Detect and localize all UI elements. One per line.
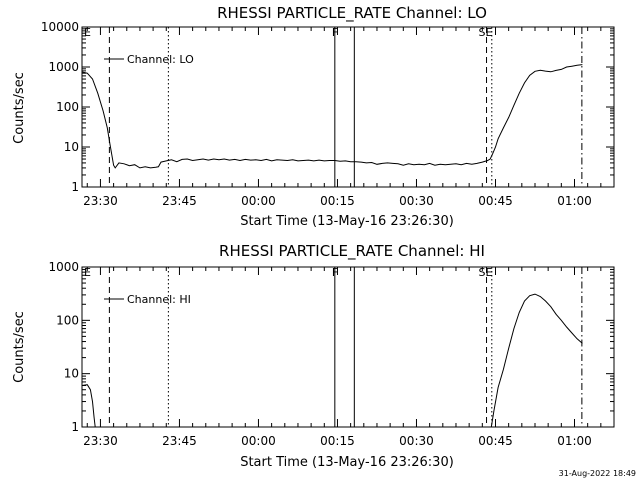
y-tick-label: 100 [56,100,79,114]
y-axis-label: Counts/sec [12,311,27,383]
timestamp: 31-Aug-2022 18:49 [559,469,636,478]
x-tick-label: 00:00 [241,194,276,208]
x-tick-label: 00:15 [320,434,355,448]
event-marker-label: F [332,266,338,279]
event-marker-label: E [84,26,91,39]
x-tick-label: 23:30 [83,194,118,208]
x-tick-label: 01:00 [557,194,592,208]
y-tick-label: 100 [56,313,79,327]
data-series-line [81,64,583,169]
x-tick-label: 23:45 [162,194,197,208]
event-marker-label: SE [479,266,493,279]
data-series-line [81,384,96,428]
x-tick-label: 00:15 [320,194,355,208]
x-tick-label: 01:00 [557,434,592,448]
data-series-line [490,293,583,428]
y-tick-label: 10 [64,140,79,154]
chart-title: RHESSI PARTICLE_RATE Channel: LO [217,4,487,23]
x-axis-label: Start Time (13-May-16 23:26:30) [240,214,454,229]
x-tick-label: 00:00 [241,434,276,448]
y-tick-label: 1000 [48,60,79,74]
x-axis-label: Start Time (13-May-16 23:26:30) [240,455,454,470]
y-tick-label: 10 [64,367,79,381]
chart-title: RHESSI PARTICLE_RATE Channel: HI [219,242,485,261]
event-marker-label: SE [479,26,493,39]
y-tick-label: 1 [71,180,79,194]
legend-label: Channel: LO [127,53,194,66]
y-tick-label: 10000 [41,20,79,34]
x-tick-label: 00:30 [399,434,434,448]
legend-label: Channel: HI [127,293,191,306]
y-tick-label: 1 [71,420,79,434]
event-marker-label: E [84,266,91,279]
x-tick-label: 23:30 [83,434,118,448]
plot-area: 1 10 100 1000 10000 23:30 23:45 00:00 00:15 00:30… [41,20,615,208]
x-tick-label: 23:45 [162,434,197,448]
x-tick-label: 00:45 [478,434,513,448]
plot-area: 1 10 100 1000 23:30 23:45 00:00 00:15 00:30 00:45… [48,260,615,448]
plot-frame [81,266,615,428]
chart-panel-hi: RHESSI PARTICLE_RATE Channel: HI Start T… [12,242,615,470]
event-marker-label: F [332,26,338,39]
y-tick-label: 1000 [48,260,79,274]
y-axis-label: Counts/sec [12,72,27,144]
chart-panel-lo: RHESSI PARTICLE_RATE Channel: LO Start T… [12,4,615,229]
x-tick-label: 00:30 [399,194,434,208]
x-tick-label: 00:45 [478,194,513,208]
